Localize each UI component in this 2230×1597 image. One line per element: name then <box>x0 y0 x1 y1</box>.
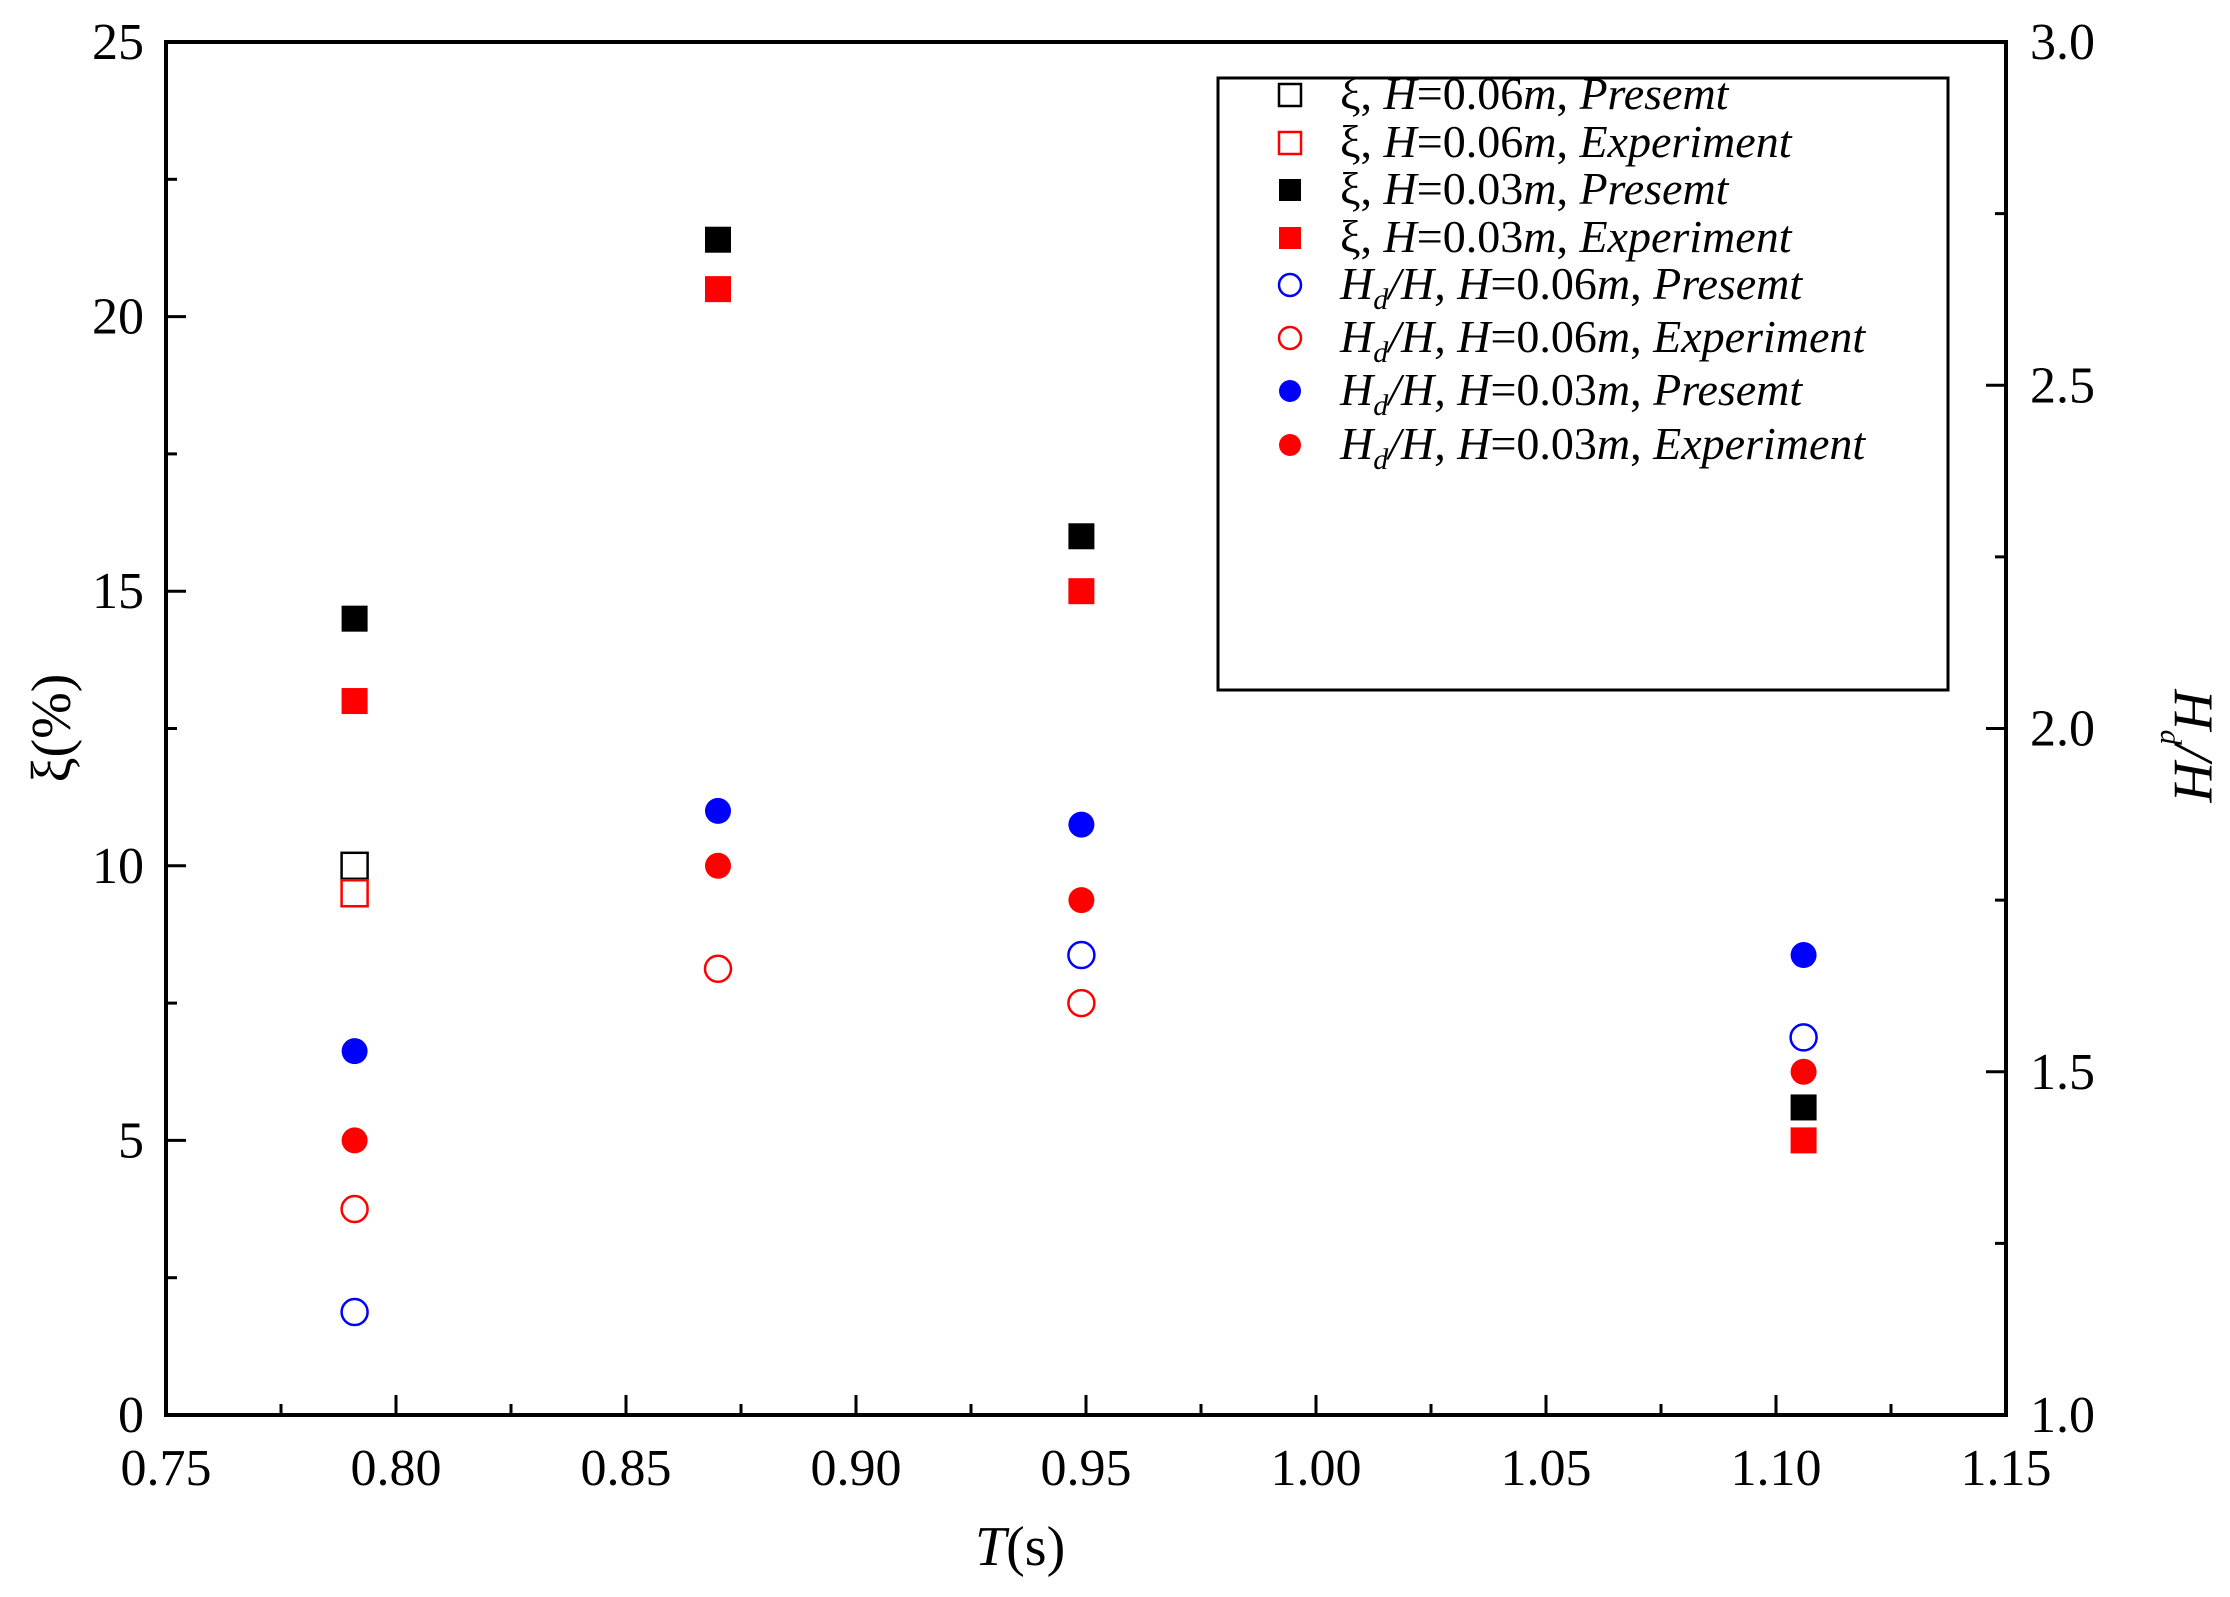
legend-marker <box>1279 434 1301 456</box>
y-right-tick-label: 3.0 <box>2030 14 2095 71</box>
legend-label: Hd/H, H=0.06m, Experiment <box>1339 311 1866 369</box>
legend-marker <box>1277 325 1303 351</box>
y-left-tick-label: 0 <box>118 1387 144 1444</box>
plot-frame <box>164 40 2008 1417</box>
y-right-tick-label: 2.0 <box>2030 701 2095 758</box>
data-point <box>340 1297 369 1327</box>
data-point <box>1790 1094 1817 1121</box>
data-point <box>341 1127 368 1154</box>
x-tick-label: 0.85 <box>581 1440 672 1497</box>
y-right-tick-label: 1.0 <box>2030 1387 2095 1444</box>
y-right-tick-label: 1.5 <box>2030 1044 2095 1101</box>
legend-label: Hd/H, H=0.03m, Experiment <box>1339 418 1866 476</box>
y-right-tick-labels: 1.0 1.5 2.0 2.5 3.0 <box>2030 14 2095 1444</box>
y-right-tick-label: 2.5 <box>2030 357 2095 414</box>
data-point <box>1068 578 1095 605</box>
y-left-tick-label: 15 <box>92 563 144 620</box>
data-point <box>1067 940 1096 970</box>
x-tick-label: 1.15 <box>1961 1440 2052 1497</box>
x-tick-label: 1.05 <box>1501 1440 1592 1497</box>
y-left-axis-title: ξ(%) <box>21 674 83 783</box>
data-point <box>705 797 731 824</box>
legend-marker <box>1279 179 1301 201</box>
legend-label: ξ, H=0.03m, Experiment <box>1340 211 1793 262</box>
data-point <box>1068 523 1095 550</box>
y-left-tick-labels: 0 5 10 15 20 25 <box>92 14 144 1444</box>
data-point <box>705 276 731 303</box>
data-point <box>1068 887 1095 914</box>
legend-marker <box>1279 227 1301 249</box>
data-point <box>341 1038 368 1065</box>
legend-marker <box>1277 272 1303 298</box>
data-point <box>341 605 368 632</box>
legend-box <box>1216 76 1950 692</box>
x-tick-label: 1.10 <box>1731 1440 1822 1497</box>
data-point <box>705 226 731 253</box>
data-point <box>1789 1023 1818 1052</box>
legend-label: ξ, H=0.06m, Experiment <box>1340 116 1793 167</box>
data-point <box>340 851 369 881</box>
x-axis-title: T(s) <box>975 1516 1065 1578</box>
data-point <box>340 879 369 908</box>
legend-label: Hd/H, H=0.03m, Presemt <box>1339 364 1803 422</box>
y-right-axis-title: Hd/H <box>2154 688 2224 803</box>
x-tick-label: 0.80 <box>351 1440 442 1497</box>
x-tick-labels: 0.75 0.80 0.85 0.90 0.95 1.00 1.05 1.10 1.15 <box>121 1440 2052 1497</box>
data-point <box>1790 942 1817 969</box>
x-tick-label: 1.00 <box>1271 1440 1362 1497</box>
legend-marker <box>1277 130 1303 156</box>
data-point <box>1790 1127 1817 1154</box>
data-point <box>1068 811 1095 838</box>
data-point <box>705 852 731 879</box>
legend-marker <box>1279 380 1301 402</box>
y-left-tick-label: 10 <box>92 838 144 895</box>
legend-label: Hd/H, H=0.06m, Presemt <box>1339 258 1803 316</box>
legend-marker <box>1277 82 1303 108</box>
legend-label: ξ, H=0.03m, Presemt <box>1340 163 1730 214</box>
y-left-tick-label: 20 <box>92 289 144 346</box>
x-tick-label: 0.75 <box>121 1440 212 1497</box>
legend-label: ξ, H=0.06m, Presemt <box>1340 68 1730 119</box>
data-point <box>340 1194 369 1224</box>
x-tick-label: 0.90 <box>811 1440 902 1497</box>
data-point <box>1067 988 1096 1018</box>
data-point <box>341 688 368 715</box>
data-points <box>340 226 1818 1327</box>
y-left-tick-label: 25 <box>92 14 144 71</box>
data-point <box>703 954 733 984</box>
y-left-tick-label: 5 <box>118 1112 144 1169</box>
x-tick-label: 0.95 <box>1041 1440 1132 1497</box>
data-point <box>1790 1058 1817 1085</box>
